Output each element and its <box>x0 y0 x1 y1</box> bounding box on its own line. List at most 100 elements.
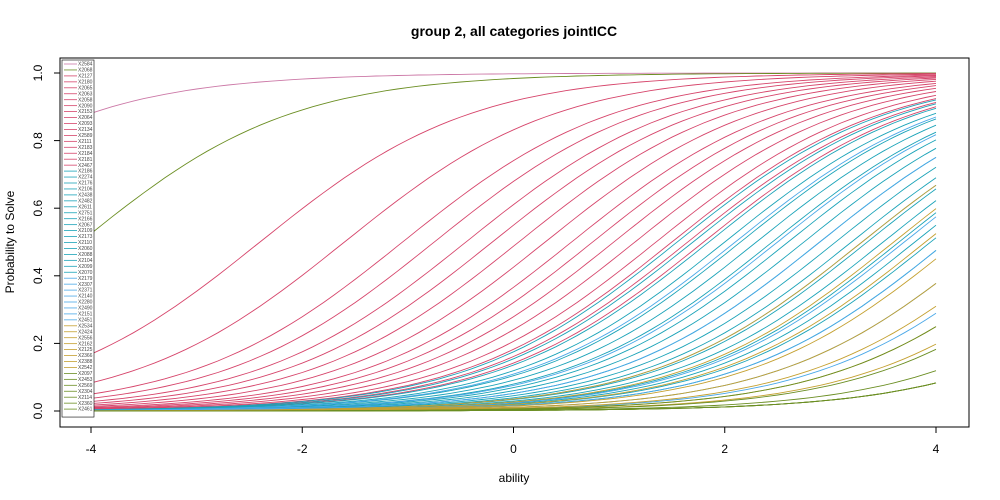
legend-label-5: X2063 <box>78 91 93 97</box>
legend-label-31: X2060 <box>78 246 93 252</box>
series-line-44 <box>90 184 937 412</box>
legend-label-40: X2280 <box>78 300 93 306</box>
legend-label-36: X2179 <box>78 276 93 282</box>
series-line-7 <box>90 77 937 405</box>
series-line-32 <box>91 212 937 412</box>
chart-title: group 2, all categories jointICC <box>411 23 617 39</box>
legend-label-34: X2099 <box>78 264 93 270</box>
legend-label-7: X2090 <box>78 103 93 109</box>
y-tick-label-3: 0.6 <box>31 200 45 217</box>
legend-label-23: X2482 <box>78 198 93 204</box>
series-line-3 <box>90 73 937 384</box>
legend-label-58: X2461 <box>78 407 93 413</box>
plot-frame <box>59 57 970 428</box>
legend-label-50: X2388 <box>78 359 93 365</box>
legend-label-4: X2065 <box>78 85 93 91</box>
legend-label-41: X2490 <box>78 306 93 312</box>
legend-label-24: X2611 <box>78 204 92 210</box>
series-line-26 <box>91 147 937 412</box>
legend-label-57: X2360 <box>78 401 93 407</box>
legend-label-54: X2569 <box>78 383 93 389</box>
series-line-24 <box>90 131 937 411</box>
series-line-11 <box>90 85 937 409</box>
legend-box <box>61 59 95 418</box>
legend-label-9: X2064 <box>78 115 93 121</box>
legend-label-39: X2140 <box>78 294 93 300</box>
x-tick-label-3: 2 <box>721 442 728 456</box>
series-curves <box>90 72 937 412</box>
y-tick-label-1: 0.2 <box>31 335 45 352</box>
series-line-41 <box>91 250 937 412</box>
series-line-34 <box>91 237 937 412</box>
legend-label-49: X2366 <box>78 353 93 359</box>
legend-label-17: X2467 <box>78 163 93 169</box>
legend-label-56: X2114 <box>78 395 92 401</box>
y-axis-label: Probability to Solve <box>3 190 17 293</box>
x-tick-label-2: 0 <box>510 442 517 456</box>
series-line-13 <box>90 91 937 410</box>
series-line-37 <box>90 134 937 411</box>
legend-label-22: X2438 <box>78 193 93 199</box>
legend-label-21: X2106 <box>78 187 93 193</box>
legend-label-1: X2068 <box>78 68 93 74</box>
legend-label-0: X2584 <box>78 62 93 68</box>
series-line-17 <box>90 106 937 411</box>
y-tick-label-4: 0.8 <box>31 132 45 149</box>
series-line-5 <box>90 75 937 399</box>
legend-label-15: X2184 <box>78 151 93 157</box>
legend-label-44: X2534 <box>78 323 93 329</box>
legend-label-8: X2153 <box>78 109 93 115</box>
legend-label-29: X2173 <box>78 234 93 240</box>
series-line-6 <box>90 76 937 403</box>
series-line-14 <box>90 94 937 410</box>
legend-label-43: X2451 <box>78 317 93 323</box>
legend-label-45: X2424 <box>78 329 93 335</box>
y-tick-label-5: 1.0 <box>31 64 45 81</box>
y-tick-label-0: 0.0 <box>31 402 45 419</box>
legend-label-26: X2166 <box>78 216 93 222</box>
series-line-2 <box>90 73 936 355</box>
legend-label-38: X2371 <box>78 288 93 294</box>
legend-label-10: X2093 <box>78 121 93 127</box>
legend-label-55: X2304 <box>78 389 93 395</box>
legend-label-27: X2067 <box>78 222 93 228</box>
x-tick-label-4: 4 <box>933 442 940 456</box>
legend-label-18: X2186 <box>78 169 93 175</box>
x-tick-label-0: -4 <box>86 442 97 456</box>
legend-label-13: X2111 <box>78 139 92 145</box>
legend-label-48: X2125 <box>78 347 93 353</box>
series-line-12 <box>90 87 937 410</box>
x-axis: -4 -2 0 2 4 <box>86 426 940 456</box>
legend-label-3: X2180 <box>78 79 93 85</box>
legend: X2584X2068X2127X2180X2065X2063X2058X2090… <box>61 59 95 418</box>
legend-label-6: X2058 <box>78 97 93 103</box>
series-line-47 <box>91 258 937 412</box>
series-line-50 <box>91 326 937 412</box>
series-line-4 <box>90 74 937 395</box>
legend-label-32: X2088 <box>78 252 93 258</box>
legend-label-2: X2127 <box>78 74 93 80</box>
legend-label-20: X2176 <box>78 181 93 187</box>
legend-label-19: X2274 <box>78 175 93 181</box>
legend-label-12: X2589 <box>78 133 93 139</box>
x-tick-label-1: -2 <box>297 442 308 456</box>
series-line-58 <box>91 382 937 412</box>
legend-label-25: X2751 <box>78 210 93 216</box>
legend-label-11: X2134 <box>78 127 93 133</box>
legend-label-47: X2162 <box>78 341 93 347</box>
series-line-23 <box>90 124 937 411</box>
series-line-9 <box>90 80 937 407</box>
legend-label-46: X2556 <box>78 335 93 341</box>
series-line-1 <box>90 72 936 234</box>
series-line-20 <box>90 107 937 411</box>
series-line-10 <box>90 82 937 408</box>
series-line-52 <box>91 326 937 412</box>
y-tick-label-2: 0.4 <box>31 267 45 284</box>
series-line-19 <box>90 103 937 411</box>
series-line-35 <box>91 250 937 412</box>
x-axis-label: ability <box>499 471 530 485</box>
series-line-8 <box>90 78 937 406</box>
legend-label-37: X2307 <box>78 282 93 288</box>
legend-label-14: X2183 <box>78 145 93 151</box>
